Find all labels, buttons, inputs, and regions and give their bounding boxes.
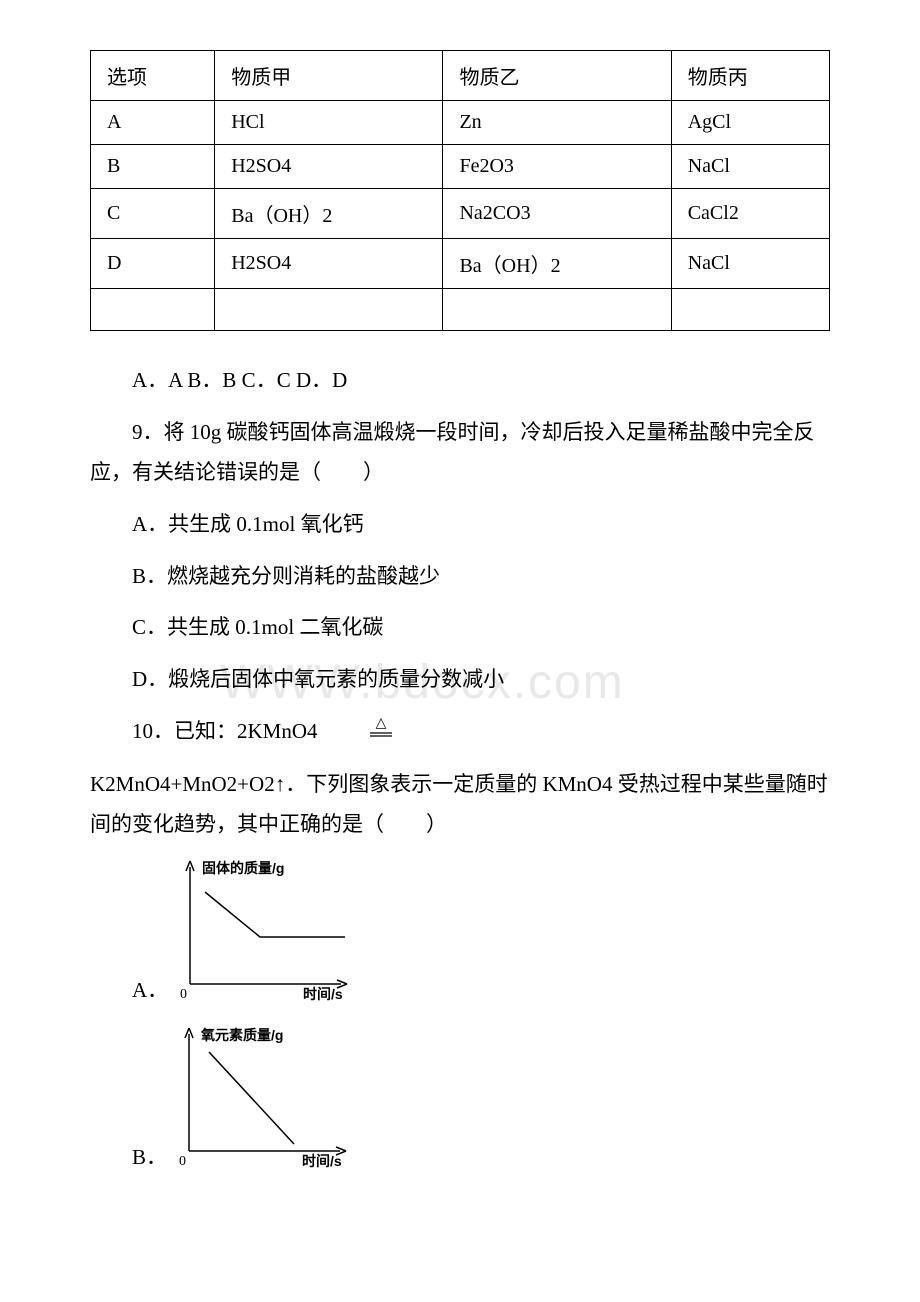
chart-b: 氧元素质量/g 时间/s 0 xyxy=(175,1024,350,1175)
cell: C xyxy=(91,189,215,239)
q10-option-b-wrapper: B． 氧元素质量/g 时间/s 0 xyxy=(90,1024,830,1175)
header-cell: 物质甲 xyxy=(215,51,443,101)
chart-a: 固体的质量/g 时间/s 0 xyxy=(176,857,351,1008)
q10-option-a-label: A． xyxy=(132,974,168,1008)
q8-options: A．A B．B C．C D．D xyxy=(90,361,830,401)
table-row-empty xyxy=(91,289,830,331)
cell: A xyxy=(91,101,215,145)
cell: NaCl xyxy=(671,239,829,289)
svg-text:△: △ xyxy=(375,716,386,731)
cell: H2SO4 xyxy=(215,145,443,189)
table-row: A HCl Zn AgCl xyxy=(91,101,830,145)
substance-table: 选项 物质甲 物质乙 物质丙 A HCl Zn AgCl B H2SO4 Fe2… xyxy=(90,50,830,331)
cell: B xyxy=(91,145,215,189)
table-header-row: 选项 物质甲 物质乙 物质丙 xyxy=(91,51,830,101)
q9-option-b: B．燃烧越充分则消耗的盐酸越少 xyxy=(90,557,830,597)
cell: H2SO4 xyxy=(215,239,443,289)
cell xyxy=(91,289,215,331)
cell: CaCl2 xyxy=(671,189,829,239)
cell xyxy=(671,289,829,331)
cell xyxy=(215,289,443,331)
q9-stem: 9．将 10g 碳酸钙固体高温煅烧一段时间，冷却后投入足量稀盐酸中完全反应，有关… xyxy=(90,413,830,493)
cell: D xyxy=(91,239,215,289)
svg-text:0: 0 xyxy=(180,987,187,1002)
q10-stem-prefix: 10．已知：2KMnO4 △ xyxy=(90,712,830,753)
cell: HCl xyxy=(215,101,443,145)
cell: Ba（OH）2 xyxy=(443,239,671,289)
table-row: B H2SO4 Fe2O3 NaCl xyxy=(91,145,830,189)
header-cell: 选项 xyxy=(91,51,215,101)
cell xyxy=(443,289,671,331)
q10-option-b-label: B． xyxy=(132,1141,167,1175)
table-row: D H2SO4 Ba（OH）2 NaCl xyxy=(91,239,830,289)
q9-option-a: A．共生成 0.1mol 氧化钙 xyxy=(90,505,830,545)
q10-stem-body: K2MnO4+MnO2+O2↑．下列图象表示一定质量的 KMnO4 受热过程中某… xyxy=(90,765,830,845)
svg-text:时间/s: 时间/s xyxy=(303,986,343,1002)
table-row: C Ba（OH）2 Na2CO3 CaCl2 xyxy=(91,189,830,239)
svg-text:0: 0 xyxy=(179,1154,186,1169)
q10-prefix-text: 10．已知：2KMnO4 xyxy=(132,719,318,743)
heating-symbol-icon: △ xyxy=(325,713,395,753)
svg-text:氧元素质量/g: 氧元素质量/g xyxy=(200,1027,283,1043)
cell: Na2CO3 xyxy=(443,189,671,239)
cell: Fe2O3 xyxy=(443,145,671,189)
header-cell: 物质丙 xyxy=(671,51,829,101)
cell: NaCl xyxy=(671,145,829,189)
q9-option-c: C．共生成 0.1mol 二氧化碳 xyxy=(90,608,830,648)
svg-text:时间/s: 时间/s xyxy=(302,1153,342,1169)
q9-option-d: D．煅烧后固体中氧元素的质量分数减小 xyxy=(90,660,830,700)
q10-option-a-wrapper: A． 固体的质量/g 时间/s 0 xyxy=(90,857,830,1008)
header-cell: 物质乙 xyxy=(443,51,671,101)
cell: AgCl xyxy=(671,101,829,145)
svg-text:固体的质量/g: 固体的质量/g xyxy=(202,860,284,876)
cell: Ba（OH）2 xyxy=(215,189,443,239)
cell: Zn xyxy=(443,101,671,145)
